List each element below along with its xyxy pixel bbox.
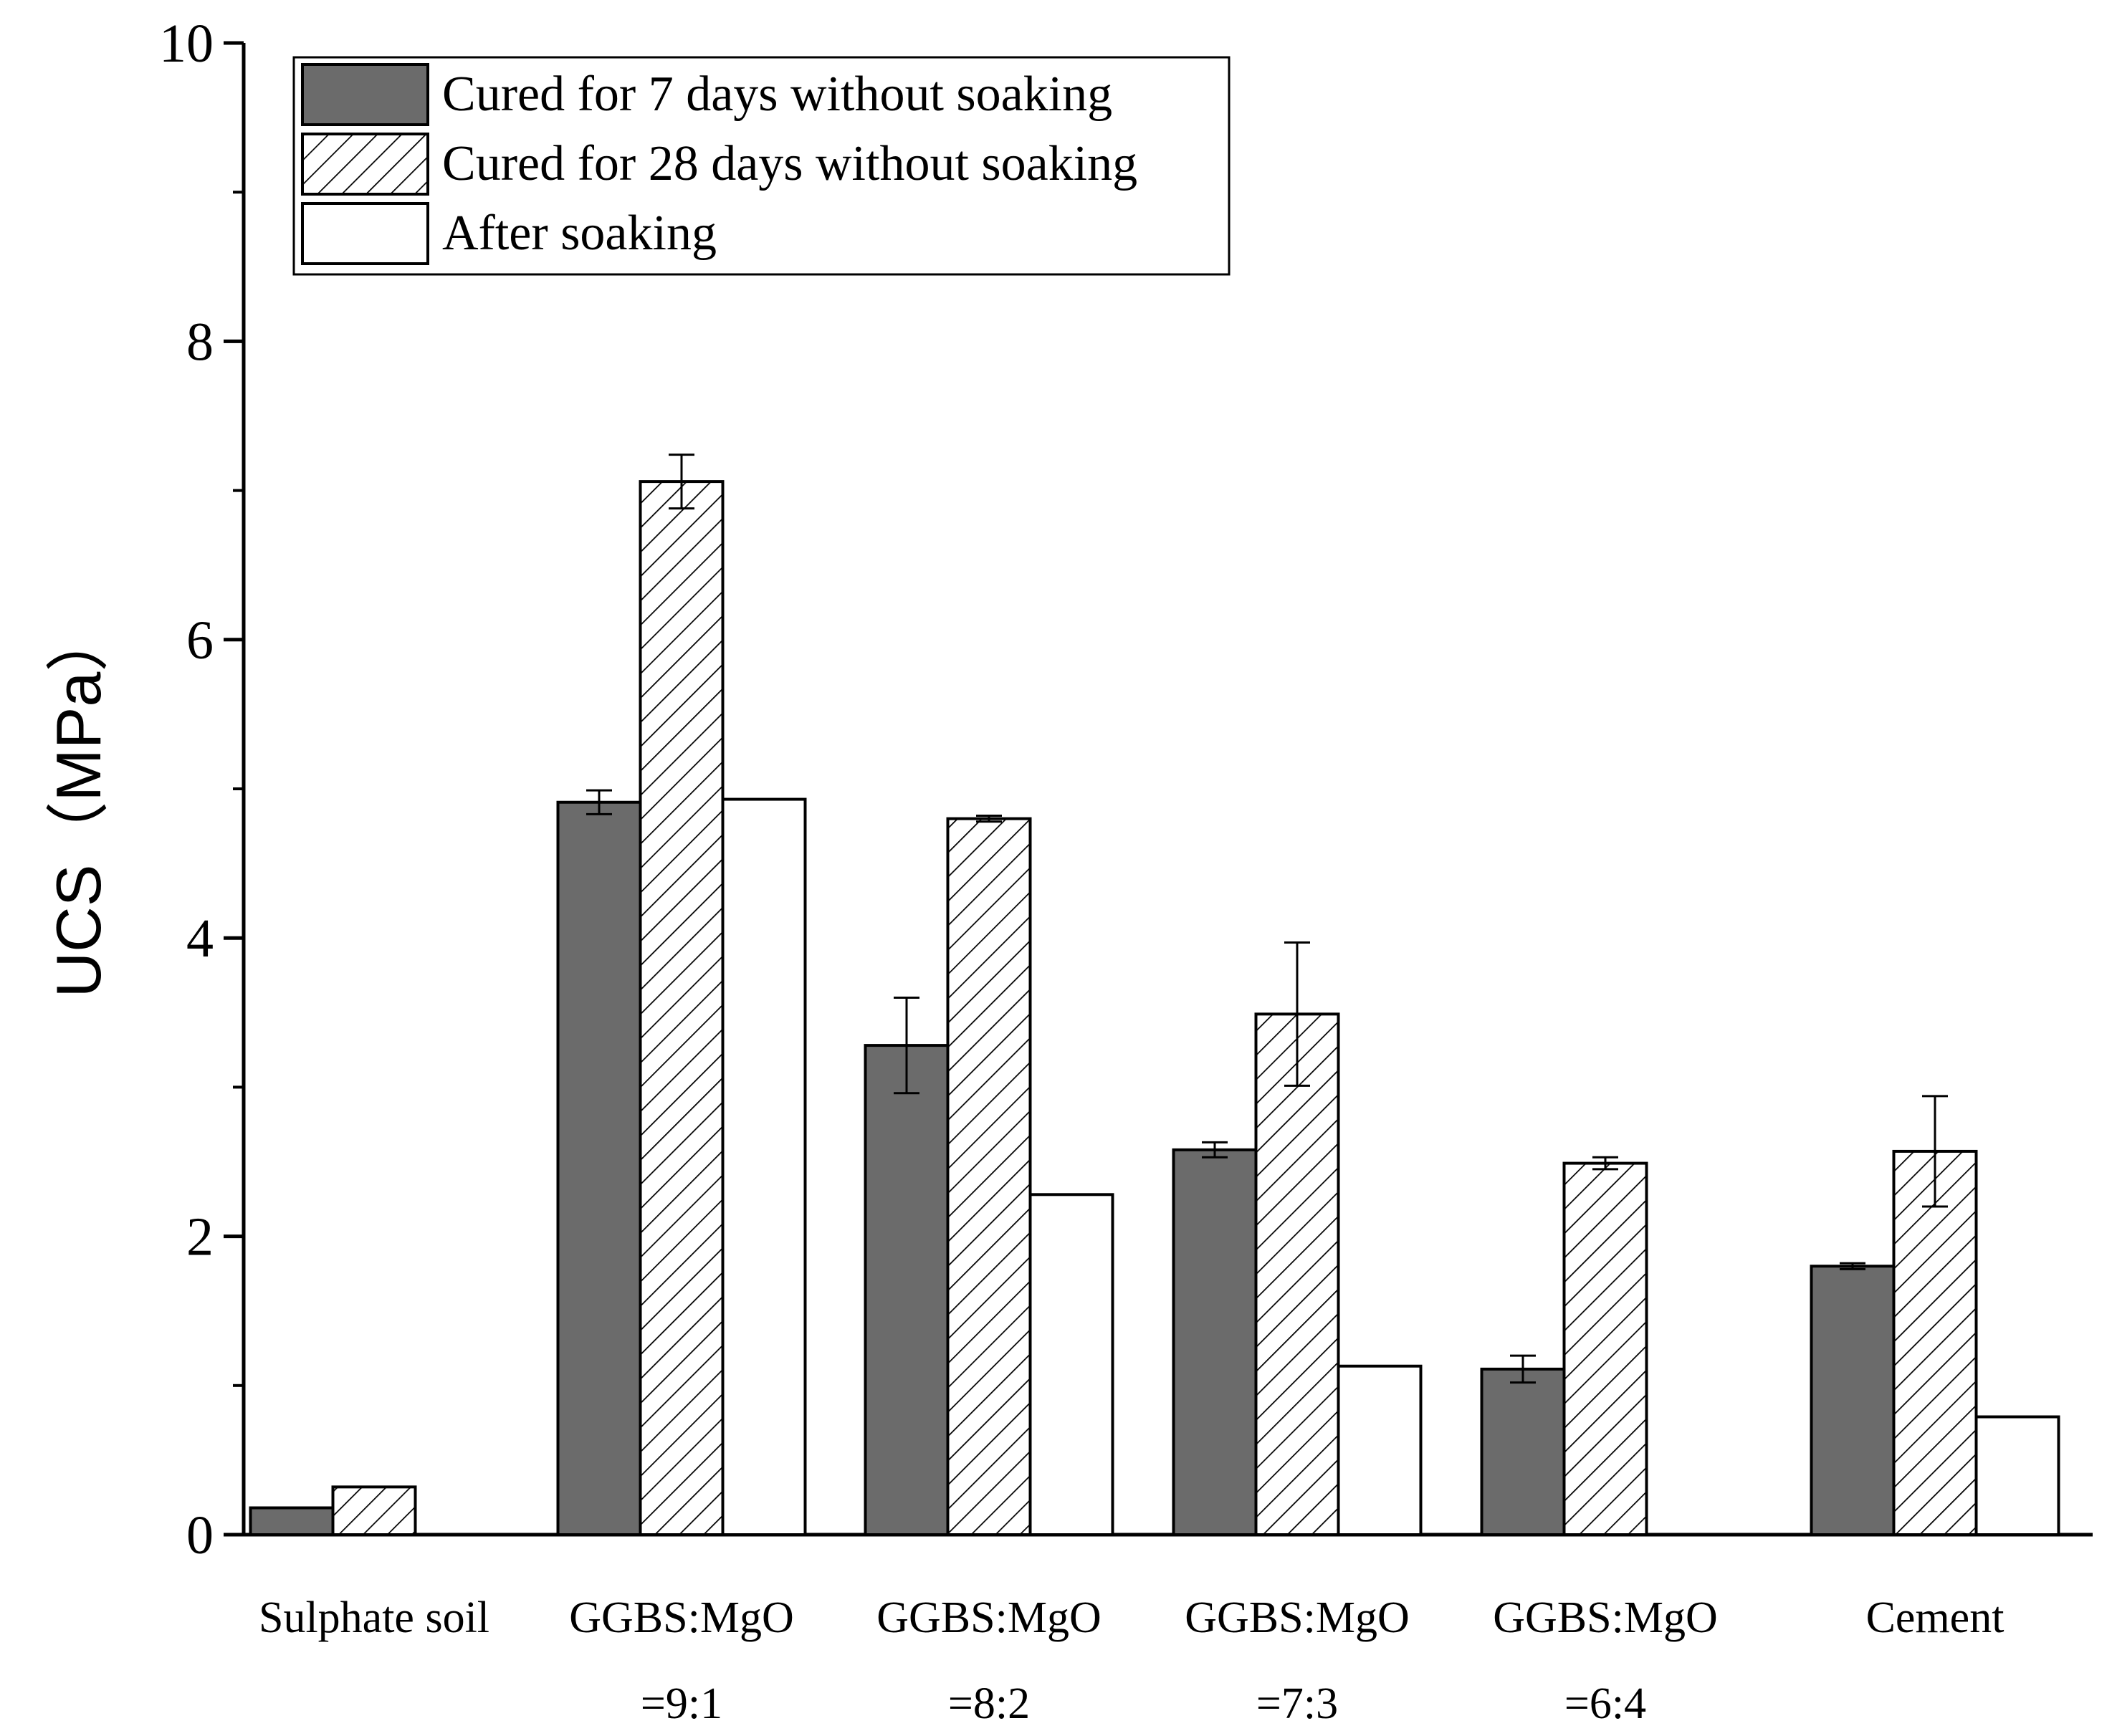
y-tick-label: 4 [186, 908, 214, 969]
bar-series2-cat3 [946, 817, 1032, 1536]
legend-label: After soaking [442, 206, 717, 261]
x-tick-label: GGBS:MgO [1185, 1593, 1410, 1642]
bar-series3-cat6 [1974, 1415, 2060, 1536]
x-tick-label: GGBS:MgO [876, 1593, 1102, 1642]
bar-series1-cat5 [1480, 1367, 1566, 1536]
x-tick-label: Sulphate soil [259, 1593, 489, 1642]
y-tick-label: 10 [159, 14, 214, 74]
legend: Cured for 7 days without soaking Cured fo… [292, 56, 1231, 276]
legend-label: Cured for 28 days without soaking [442, 136, 1137, 191]
bar-series1-cat2 [556, 800, 642, 1537]
bar-series1-cat4 [1172, 1148, 1258, 1536]
x-tick-label: Cement [1866, 1593, 2005, 1642]
y-tick-label: 0 [186, 1505, 214, 1565]
legend-box [292, 56, 1231, 276]
x-tick-label-line2: =7:3 [1256, 1679, 1338, 1728]
legend-swatch-series2 [301, 133, 429, 196]
legend-swatch-series1 [301, 63, 429, 126]
axes: 0 2 4 6 8 10 UCS（MPa） [43, 14, 2093, 1565]
x-tick-label-line2: =9:1 [641, 1679, 722, 1728]
y-tick-label: 6 [186, 610, 214, 671]
x-tick-labels: Sulphate soil GGBS:MgO =9:1 GGBS:MgO =8:2 GGB… [259, 1593, 2004, 1728]
y-axis-title: UCS（MPa） [43, 609, 114, 998]
bar-series2-cat1 [331, 1485, 417, 1536]
bar-series2-cat2 [639, 480, 725, 1536]
x-tick-label-line2: =6:4 [1564, 1679, 1646, 1728]
bar-series2-cat4 [1254, 1012, 1340, 1536]
bar-series1-cat3 [864, 1044, 950, 1536]
bar-series3-cat4 [1337, 1364, 1423, 1537]
bar-series2-cat5 [1562, 1161, 1648, 1537]
x-tick-label-line2: =8:2 [948, 1679, 1030, 1728]
bar-series3-cat3 [1028, 1193, 1114, 1536]
legend-label: Cured for 7 days without soaking [442, 67, 1112, 122]
bars-group [249, 480, 2060, 1537]
bar-series1-cat1 [249, 1506, 335, 1536]
x-tick-label: GGBS:MgO [569, 1593, 794, 1642]
legend-swatch-series3 [301, 202, 429, 265]
bar-series1-cat6 [1810, 1265, 1896, 1536]
bar-series3-cat2 [721, 797, 807, 1536]
x-tick-label: GGBS:MgO [1493, 1593, 1718, 1642]
error-bars-group [586, 454, 1948, 1384]
y-tick-label: 2 [186, 1207, 214, 1267]
y-tick-label: 8 [186, 312, 214, 372]
bar-series2-cat6 [1892, 1149, 1978, 1536]
